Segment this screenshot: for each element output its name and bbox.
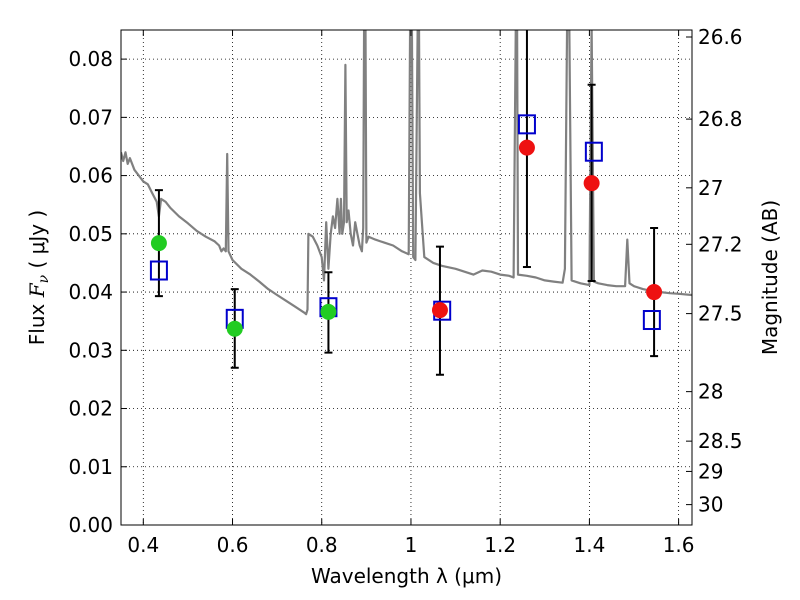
x-tick-label: 1 xyxy=(405,533,418,557)
x-tick-label: 0.4 xyxy=(127,533,159,557)
y-tick-label: 0.00 xyxy=(68,513,113,537)
x-tick-label: 0.8 xyxy=(306,533,338,557)
observed-point-marker xyxy=(320,303,337,320)
data-markers xyxy=(149,114,663,337)
grid-lines xyxy=(121,30,692,526)
y-tick-label: 0.05 xyxy=(68,222,113,246)
observed-point-marker xyxy=(646,284,663,301)
observed-point-marker xyxy=(518,139,535,156)
model-square-marker xyxy=(642,310,661,331)
y-axis-label-left: Flux Fν ( μJy ) xyxy=(25,210,52,345)
x-tick-label: 0.6 xyxy=(217,533,249,557)
observed-point-marker xyxy=(226,320,243,337)
right-tick-label: 29 xyxy=(698,459,723,483)
observed-point-marker xyxy=(431,302,448,319)
right-tick-label: 26.8 xyxy=(698,107,743,131)
y-tick-label: 0.04 xyxy=(68,280,113,304)
y-label-unit: ( μJy ) xyxy=(25,210,49,275)
x-axis-label: Wavelength λ (μm) xyxy=(311,564,502,588)
y-tick-label: 0.01 xyxy=(68,455,113,479)
model-square-marker xyxy=(517,114,536,135)
right-tick-label: 28.5 xyxy=(698,429,743,453)
plot-frame xyxy=(120,29,693,526)
right-tick-label: 27.2 xyxy=(698,232,743,256)
observed-point-marker xyxy=(583,175,600,192)
right-tick-label: 30 xyxy=(698,493,723,517)
right-tick-label: 27.5 xyxy=(698,302,743,326)
right-tick-label: 26.6 xyxy=(698,25,743,49)
model-square-marker xyxy=(584,141,603,162)
axis-ticks: 0.4 0.6 0.8 1 1.2 1.4 1.6 0.00 0.01 0.02 0.03 0.04 0… xyxy=(68,25,742,557)
x-tick-label: 1.2 xyxy=(484,533,516,557)
x-tick-label: 1.4 xyxy=(573,533,605,557)
y-label-prefix: Flux xyxy=(25,297,49,345)
y-tick-label: 0.06 xyxy=(68,164,113,188)
x-tick-label: 1.6 xyxy=(663,533,695,557)
right-tick-label: 28 xyxy=(698,380,723,404)
y-tick-label: 0.03 xyxy=(68,338,113,362)
y-tick-label: 0.02 xyxy=(68,397,113,421)
right-tick-label: 27 xyxy=(698,176,723,200)
spectrum-series xyxy=(121,30,692,316)
y-label-sub: ν xyxy=(36,274,52,283)
spectrum-line xyxy=(121,30,692,316)
y-tick-label: 0.08 xyxy=(68,47,113,71)
model-square-marker xyxy=(149,260,168,281)
y-label-symbol: F xyxy=(25,282,49,298)
observed-point-marker xyxy=(150,235,167,252)
y-tick-label: 0.07 xyxy=(68,105,113,129)
y-axis-label-right: Magnitude (AB) xyxy=(758,200,782,355)
